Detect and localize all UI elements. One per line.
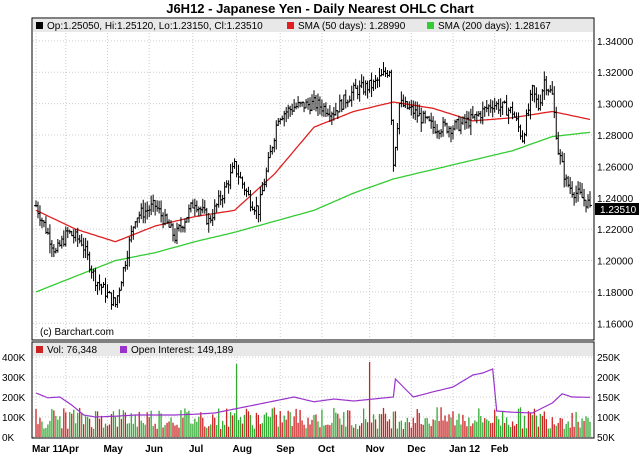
last-price-box [595,203,639,215]
sma200-legend-text: SMA (200 days): 1.28167 [438,21,551,32]
ohlc-legend-swatch [36,22,43,29]
x-tick: Aug [233,444,252,455]
price-y-tick: 1.24000 [597,194,634,205]
volume-right-tick: 100K [597,413,621,424]
vol-legend-text: Vol: 76,348 [47,345,97,356]
price-y-tick: 1.20000 [597,257,634,268]
x-tick: Nov [366,444,385,455]
volume-left-tick: 400K [2,353,26,364]
volume-left-tick: 0K [2,433,15,444]
x-tick: May [103,444,123,455]
ohlc-bars [34,62,592,310]
volume-left-tick: 100K [2,413,26,424]
price-y-axis: 1.16000 1.18000 1.20000 1.22000 1.24000 1.260… [597,37,634,330]
price-y-tick: 1.26000 [597,162,634,173]
x-tick: Dec [407,444,426,455]
oi-legend-swatch [120,346,127,353]
oi-legend-text: Open Interest: 149,189 [131,345,234,356]
price-y-tick: 1.28000 [597,131,634,142]
price-y-tick: 1.22000 [597,225,634,236]
volume-legend-bar [33,343,593,356]
volume-right-tick: 50K [597,433,615,444]
sma50-line [35,101,591,243]
x-tick: Sep [276,444,294,455]
x-tick: Oct [318,444,335,455]
last-price-label: 1.23510 [600,205,637,216]
vol-legend-swatch [36,346,43,353]
volume-right-tick: 250K [597,353,621,364]
x-tick: Jan 12 [449,444,481,455]
volume-bars [35,362,591,437]
volume-left-tick: 300K [2,373,26,384]
x-tick: Jul [189,444,204,455]
sma50-path [35,101,591,243]
chart-title: J6H12 - Japanese Yen - Daily Nearest OHL… [166,1,474,16]
price-y-tick: 1.30000 [597,100,634,111]
volume-right-tick: 200K [597,373,621,384]
open-interest-line [35,368,590,418]
price-legend-bar [33,19,593,32]
sma50-legend-text: SMA (50 days): 1.28990 [298,21,406,32]
volume-right-tick: 150K [597,393,621,404]
volume-left-axis: 0K 100K 200K 300K 400K [2,353,26,444]
x-tick: Mar 11 [32,444,64,455]
volume-left-tick: 200K [2,393,26,404]
volume-panel [31,341,595,439]
ohlc-legend-text: Op:1.25050, Hi:1.25120, Lo:1.23150, Cl:1… [47,21,263,32]
price-panel [31,17,595,341]
x-tick: Feb [491,444,509,455]
price-y-tick: 1.18000 [597,288,634,299]
price-y-tick: 1.16000 [597,319,634,330]
price-y-tick: 1.34000 [597,37,634,48]
price-y-tick: 1.32000 [597,68,634,79]
volume-right-axis: 50K 100K 150K 200K 250K [597,353,621,444]
open-interest-path [35,368,590,418]
sma200-legend-swatch [427,22,434,29]
price-grid [33,33,593,339]
sma50-legend-swatch [287,22,294,29]
copyright-text: (c) Barchart.com [40,327,114,338]
x-tick: Jun [145,444,163,455]
x-tick: Apr [62,444,79,455]
